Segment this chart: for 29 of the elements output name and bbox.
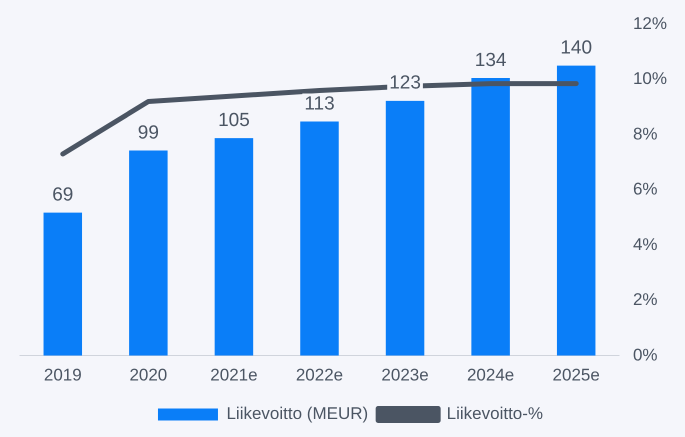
y2-tick-label: 6% bbox=[632, 180, 658, 199]
bar bbox=[556, 66, 596, 356]
y2-tick-label: 10% bbox=[632, 69, 668, 88]
x-tick-label: 2020 bbox=[129, 365, 168, 384]
bar bbox=[129, 150, 168, 356]
x-tick-label: 2021e bbox=[210, 365, 258, 384]
legend-label: Liikevoitto-% bbox=[446, 404, 544, 424]
y2-tick-label: 12% bbox=[632, 14, 668, 33]
bar bbox=[471, 78, 510, 356]
data-label: 140 bbox=[560, 37, 592, 58]
x-tick-label: 2022e bbox=[296, 365, 344, 384]
y2-tick-label: 8% bbox=[632, 124, 658, 144]
bar bbox=[300, 122, 339, 356]
data-label: 69 bbox=[52, 184, 74, 206]
data-label: 105 bbox=[218, 110, 250, 131]
legend-label: Liikevoitto (MEUR) bbox=[226, 404, 368, 424]
x-tick-label: 2019 bbox=[44, 365, 82, 384]
data-label: 113 bbox=[304, 93, 335, 114]
y2-tick-label: 2% bbox=[632, 290, 658, 310]
x-tick-label: 2023e bbox=[381, 365, 429, 384]
data-label: 99 bbox=[138, 122, 159, 144]
y2-tick-label: 0% bbox=[632, 345, 658, 364]
data-label: 134 bbox=[474, 50, 507, 71]
x-tick-label: 2025e bbox=[552, 365, 600, 384]
bar bbox=[44, 212, 82, 356]
bar bbox=[214, 138, 254, 356]
y2-tick-label: 4% bbox=[632, 234, 658, 254]
bar bbox=[386, 100, 424, 356]
x-tick-label: 2024e bbox=[466, 365, 514, 384]
